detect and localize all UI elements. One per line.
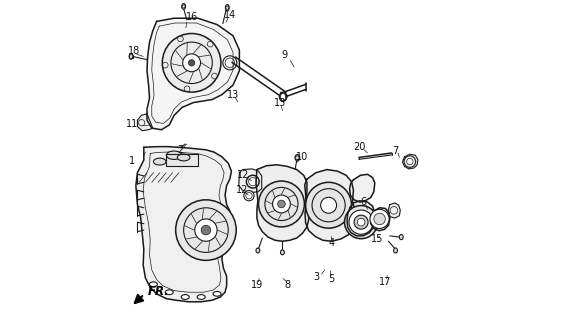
Ellipse shape — [165, 290, 173, 295]
Ellipse shape — [279, 92, 286, 101]
Circle shape — [189, 60, 195, 66]
Circle shape — [407, 158, 413, 165]
Circle shape — [247, 175, 259, 188]
Text: 5: 5 — [328, 275, 335, 284]
Text: 8: 8 — [284, 280, 290, 290]
Circle shape — [258, 181, 304, 227]
Polygon shape — [347, 201, 375, 236]
Ellipse shape — [281, 92, 287, 97]
Ellipse shape — [153, 158, 166, 165]
Text: 11: 11 — [126, 119, 138, 129]
Circle shape — [306, 182, 352, 228]
Text: 1: 1 — [128, 156, 135, 166]
Polygon shape — [136, 147, 231, 302]
Polygon shape — [304, 170, 356, 241]
Text: 4: 4 — [328, 238, 334, 248]
Circle shape — [273, 195, 290, 213]
Ellipse shape — [394, 248, 398, 253]
Text: 17: 17 — [379, 277, 391, 287]
Text: 16: 16 — [186, 12, 198, 22]
Text: 13: 13 — [227, 90, 239, 100]
Circle shape — [195, 219, 217, 241]
Text: 20: 20 — [354, 142, 366, 152]
Circle shape — [183, 54, 201, 72]
Circle shape — [345, 205, 378, 239]
Ellipse shape — [149, 282, 157, 287]
Polygon shape — [403, 154, 418, 169]
Polygon shape — [371, 208, 390, 231]
Text: 3: 3 — [314, 272, 320, 282]
Text: 15: 15 — [371, 234, 383, 244]
Circle shape — [357, 218, 365, 226]
Circle shape — [176, 200, 236, 260]
Ellipse shape — [295, 155, 300, 161]
Polygon shape — [166, 154, 198, 166]
Text: 13: 13 — [274, 98, 286, 108]
Text: FR.: FR. — [148, 285, 169, 298]
Polygon shape — [350, 174, 375, 202]
Ellipse shape — [166, 151, 182, 159]
Circle shape — [244, 191, 254, 201]
Circle shape — [370, 209, 389, 228]
Text: 9: 9 — [282, 51, 288, 60]
Text: 18: 18 — [127, 46, 140, 56]
Polygon shape — [147, 18, 239, 130]
Ellipse shape — [256, 248, 260, 253]
Circle shape — [349, 210, 373, 234]
Text: 7: 7 — [392, 146, 398, 156]
Text: 6: 6 — [360, 197, 366, 207]
Polygon shape — [137, 114, 153, 131]
Text: 10: 10 — [296, 152, 308, 162]
Text: 2: 2 — [177, 145, 183, 155]
Ellipse shape — [182, 4, 186, 9]
Polygon shape — [256, 165, 309, 241]
Text: 14: 14 — [224, 10, 236, 20]
Circle shape — [321, 197, 337, 213]
Text: 12: 12 — [237, 170, 249, 180]
Text: 12: 12 — [236, 185, 248, 195]
Circle shape — [354, 215, 368, 229]
Circle shape — [162, 34, 221, 92]
Polygon shape — [239, 169, 262, 193]
Circle shape — [374, 213, 385, 225]
Circle shape — [201, 225, 211, 235]
Ellipse shape — [129, 53, 133, 59]
Circle shape — [278, 200, 285, 208]
Ellipse shape — [197, 295, 205, 300]
Ellipse shape — [281, 250, 285, 255]
Text: 19: 19 — [251, 280, 263, 290]
Ellipse shape — [213, 292, 221, 296]
Ellipse shape — [177, 154, 190, 161]
Polygon shape — [388, 203, 400, 218]
Ellipse shape — [399, 235, 403, 240]
Ellipse shape — [225, 4, 229, 11]
Ellipse shape — [181, 295, 189, 300]
